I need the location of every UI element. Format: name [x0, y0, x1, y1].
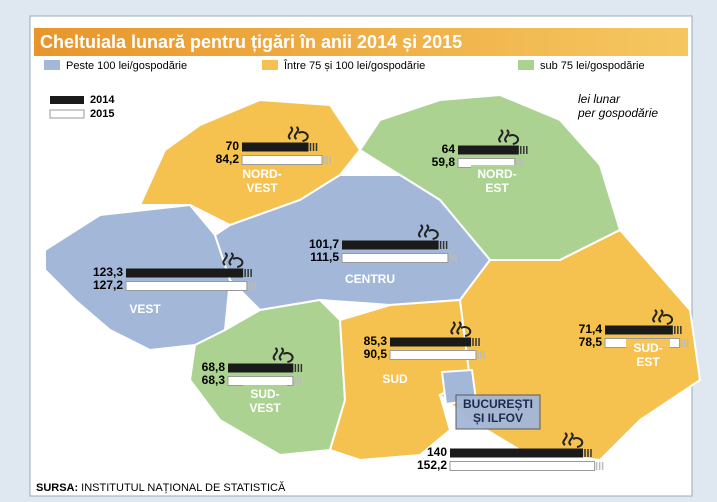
bar-2014 — [450, 448, 583, 458]
region-name: SUD — [382, 372, 408, 386]
value-label: 71,4 — [579, 322, 603, 336]
region-name: ȘI ILFOV — [473, 411, 523, 425]
source: SURSA: INSTITUTUL NAȚIONAL DE STATISTICĂ — [36, 481, 286, 494]
bar-2015 — [125, 281, 248, 291]
legend-label: Peste 100 lei/gospodărie — [66, 60, 187, 72]
smoke-icon — [417, 224, 439, 240]
smoke-icon — [652, 309, 674, 325]
region-label-box — [123, 300, 167, 320]
smoke-icon — [450, 321, 472, 337]
unit-note: per gospodărie — [577, 106, 658, 120]
value-label: 111,5 — [310, 250, 339, 264]
bar-2015 — [227, 376, 294, 386]
smoke-icon — [272, 347, 294, 363]
value-label: 152,2 — [417, 458, 447, 472]
value-label: 85,3 — [364, 334, 388, 348]
unit-note: lei lunar — [578, 92, 621, 106]
bar-2014 — [342, 240, 439, 250]
bar-2014 — [605, 325, 673, 335]
bar-2015 — [241, 155, 323, 165]
bar-2015 — [341, 253, 449, 263]
legend-label: Între 75 și 100 lei/gospodărie — [283, 59, 425, 72]
legend-swatch — [262, 60, 278, 70]
region-name: SUD- — [633, 341, 662, 355]
legend-swatch — [518, 60, 534, 70]
bar-2014 — [458, 145, 519, 155]
region-label-box — [236, 165, 288, 199]
value-label: 68,8 — [202, 360, 226, 374]
year-label: 2014 — [90, 94, 115, 106]
region-name: CENTRU — [345, 272, 395, 286]
source-label: SURSA: — [36, 482, 78, 494]
value-label: 84,2 — [216, 152, 240, 166]
year-swatch — [49, 109, 85, 119]
value-label: 78,5 — [579, 335, 603, 349]
region-label-box — [340, 270, 400, 290]
region-label-box — [377, 370, 413, 390]
region-name: EST — [636, 355, 660, 369]
value-label: 64 — [442, 142, 456, 156]
value-label: 90,5 — [364, 347, 388, 361]
region-name: NORD- — [477, 167, 516, 181]
bar-2014 — [242, 142, 309, 152]
value-label: 123,3 — [93, 265, 123, 279]
bar-2015 — [449, 461, 596, 471]
bar-2014 — [126, 268, 244, 278]
bar-2015 — [389, 350, 477, 360]
region-label-box — [626, 339, 670, 373]
region-name: EST — [485, 181, 509, 195]
legend-swatch — [44, 60, 60, 70]
smoke-icon — [222, 252, 244, 268]
legend-label: sub 75 lei/gospodărie — [540, 60, 645, 72]
value-label: 68,3 — [202, 373, 226, 387]
value-label: 70 — [226, 139, 240, 153]
value-label: 101,7 — [309, 237, 339, 251]
region-name: BUCUREȘTI — [463, 397, 533, 411]
value-label: 59,8 — [432, 155, 456, 169]
year-label: 2015 — [90, 108, 114, 120]
region-name: VEST — [246, 181, 278, 195]
value-label: 127,2 — [93, 278, 123, 292]
smoke-icon — [287, 126, 309, 142]
bar-2014 — [390, 337, 472, 347]
title-bar — [34, 28, 688, 56]
year-swatch — [50, 96, 84, 104]
bar-2014 — [228, 363, 294, 373]
region-name: SUD- — [250, 387, 279, 401]
region-name: VEST — [129, 302, 161, 316]
smoke-icon — [562, 432, 584, 448]
title: Cheltuiala lunară pentru țigări în anii … — [40, 32, 462, 52]
region-label-box — [471, 165, 523, 199]
region-label-box — [243, 385, 287, 419]
smoke-icon — [498, 129, 520, 145]
source-text: INSTITUTUL NAȚIONAL DE STATISTICĂ — [81, 481, 286, 494]
value-label: 140 — [427, 445, 447, 459]
region-label-box — [455, 394, 541, 430]
map — [44, 93, 702, 462]
region-name: NORD- — [242, 167, 281, 181]
region-name: VEST — [249, 401, 281, 415]
